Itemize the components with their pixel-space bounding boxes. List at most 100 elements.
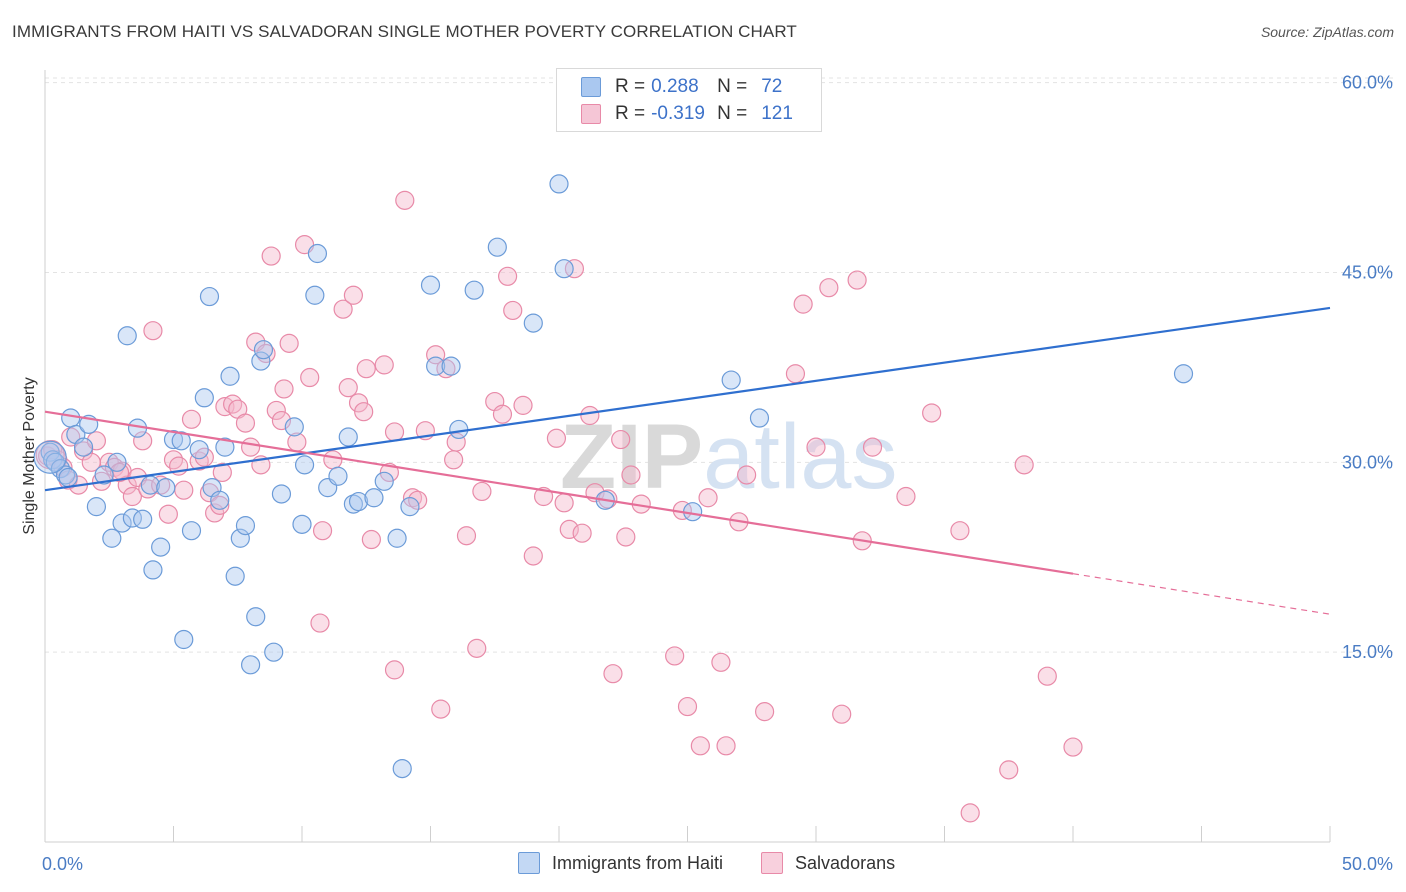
data-point [58,467,78,488]
legend-label-salvadorans: Salvadorans [795,852,896,873]
data-point [1037,666,1057,686]
data-point [86,497,107,517]
legend-swatch-pink [761,852,784,874]
data-point [621,465,641,485]
data-point [384,660,405,680]
data-point [503,300,523,321]
legend-n-label: N = [717,103,748,124]
data-point [312,521,333,541]
legend-r-label: R = [615,103,646,124]
data-point [420,275,441,295]
data-point [174,629,194,650]
source-label: Source: ZipAtlas.com [1260,24,1394,40]
legend-n-label: N = [717,76,748,97]
data-point [426,345,446,365]
data-point [546,428,567,448]
data-point [513,395,533,415]
y-axis-title: Single Mother Poverty [21,377,38,534]
data-point [523,313,543,333]
data-point [698,488,718,508]
data-point [328,466,348,486]
data-point [163,450,184,470]
data-point [251,351,271,371]
data-point [832,704,852,724]
data-point [554,493,574,513]
legend-item-haiti: Immigrants from Haiti [518,852,723,874]
legend-r-value: 0.288 [651,76,699,97]
y-tick-label: 60.0% [1342,73,1393,93]
data-point [73,437,94,457]
data-point [241,655,261,675]
data-point [446,432,466,452]
data-point [45,452,65,472]
legend-n-value: 72 [761,76,783,97]
data-point [241,437,261,457]
data-point [721,370,741,390]
data-point [554,259,574,279]
data-point [284,417,304,437]
data-point [253,340,274,360]
data-point [261,246,281,266]
data-point [230,528,250,548]
data-point [677,696,698,717]
data-point [564,259,585,279]
data-point [444,450,464,470]
data-point [354,402,374,422]
data-point [348,491,369,512]
data-point [749,408,770,428]
data-point [1173,364,1194,384]
data-point [333,299,353,319]
data-point [862,437,883,457]
data-point [464,280,484,300]
data-point [122,508,142,528]
data-point [266,400,286,421]
data-point [338,427,358,447]
data-point [492,404,513,424]
watermark-atlas: atlas [703,406,897,508]
data-point [323,450,343,470]
data-point [374,471,394,491]
data-point [408,490,428,510]
legend-r-label: R = [615,76,646,97]
data-point [117,326,137,346]
data-point [572,523,592,543]
data-point [999,760,1019,780]
data-point [711,652,731,672]
legend-swatch-pink [581,104,601,124]
data-point [235,516,256,536]
legend-swatch-blue [518,852,540,874]
data-point [426,356,446,376]
data-point [189,451,209,471]
data-point [310,613,330,633]
y-tick-label: 45.0% [1342,262,1393,282]
data-point [737,465,757,485]
data-point [467,638,487,658]
series-salvadorans [35,190,1083,823]
y-tick-label: 15.0% [1342,642,1393,662]
data-point [133,431,153,451]
data-point [395,190,415,210]
data-point [1063,737,1083,757]
data-point [151,537,171,557]
data-point [716,736,736,756]
legend-row-haiti: R = 0.288 N = 72 [581,74,782,100]
legend-label-haiti: Immigrants from Haiti [552,852,724,873]
data-point [449,419,469,440]
grid-lines [45,77,1395,653]
trend-line-solid [44,306,1331,492]
data-point [174,480,194,500]
data-point [472,481,492,502]
data-point [300,367,320,388]
data-point [361,529,381,550]
data-point [305,285,325,305]
data-point [274,379,294,399]
data-point [343,494,363,514]
data-point [793,294,813,314]
legend-r-value: -0.319 [651,103,705,124]
data-point [392,758,412,779]
watermark-zip: ZIP [560,406,703,508]
trend-line-solid [44,410,1074,575]
data-point [143,321,163,341]
data-point [194,388,214,408]
